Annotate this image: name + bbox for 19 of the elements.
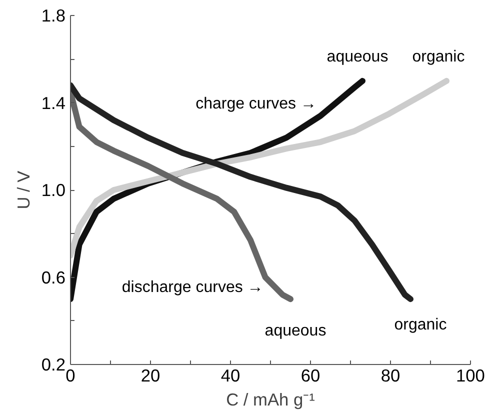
x-tick-label: 100 bbox=[456, 366, 485, 386]
annotation: organic bbox=[394, 316, 447, 334]
y-tick-label: 1.8 bbox=[41, 6, 66, 26]
annotation: charge curves → bbox=[196, 95, 316, 112]
y-tick-label: 0.6 bbox=[41, 267, 66, 288]
x-tick-label: 20 bbox=[140, 366, 160, 386]
x-tick-label: 0 bbox=[66, 366, 76, 386]
y-tick-label: 0.2 bbox=[41, 354, 66, 374]
x-tick-label: 40 bbox=[220, 366, 240, 386]
annotation: aqueous bbox=[326, 48, 388, 66]
y-tick-label: 1.4 bbox=[41, 92, 66, 113]
x-tick-label: 60 bbox=[300, 366, 320, 386]
y-tick-label: 1.0 bbox=[41, 180, 66, 200]
annotation: discharge curves → bbox=[122, 278, 264, 296]
annotation: aqueous bbox=[264, 322, 326, 340]
y-axis-title: U / V bbox=[13, 170, 34, 210]
x-tick-label: 80 bbox=[380, 366, 400, 386]
annotation: organic bbox=[412, 48, 465, 66]
x-axis-title: C / mAh g⁻¹ bbox=[226, 390, 316, 410]
